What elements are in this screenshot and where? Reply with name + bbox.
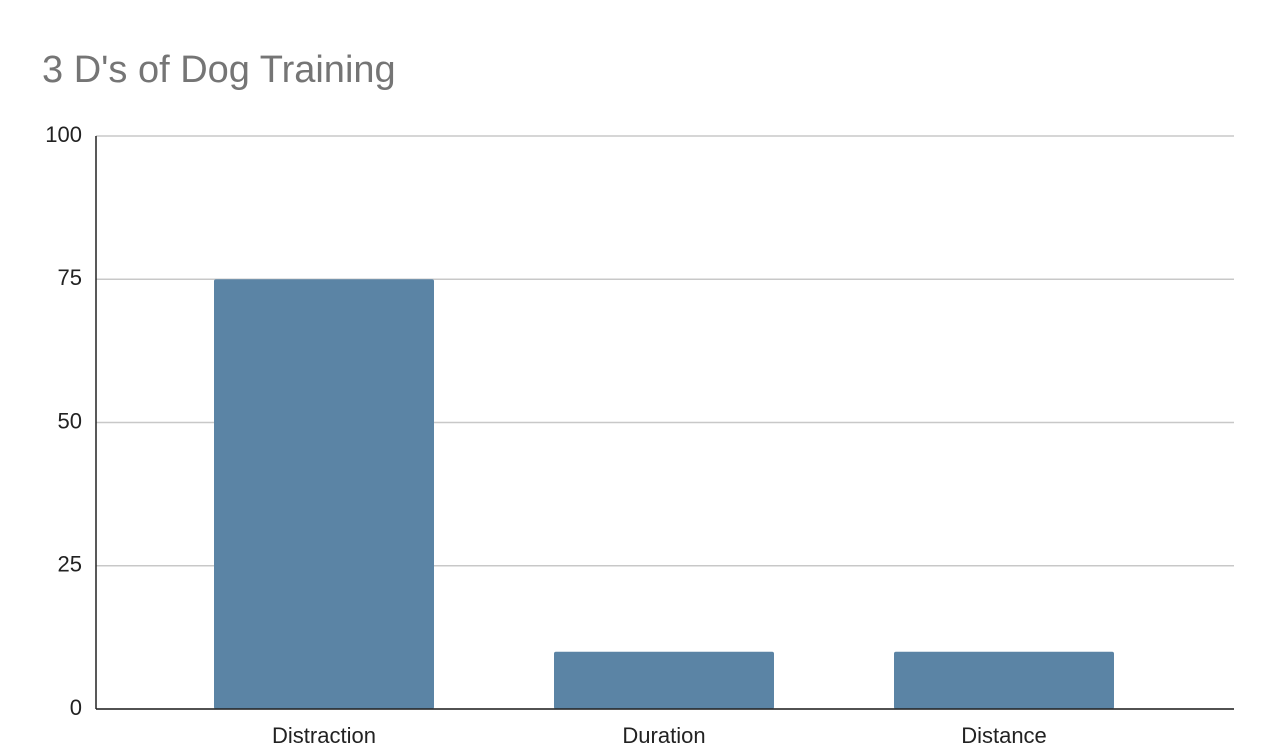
y-tick-label: 0 [70,695,82,720]
bar [894,651,1114,709]
chart-title: 3 D's of Dog Training [42,49,396,91]
x-tick-label: Duration [622,723,705,748]
y-tick-label: 25 [58,552,82,577]
bar [554,651,774,709]
x-tick-label: Distraction [272,723,376,748]
x-tick-label: Distance [961,723,1047,748]
y-tick-label: 100 [45,122,82,147]
y-tick-label: 75 [58,265,82,290]
bar [214,279,434,709]
y-tick-label: 50 [58,408,82,433]
